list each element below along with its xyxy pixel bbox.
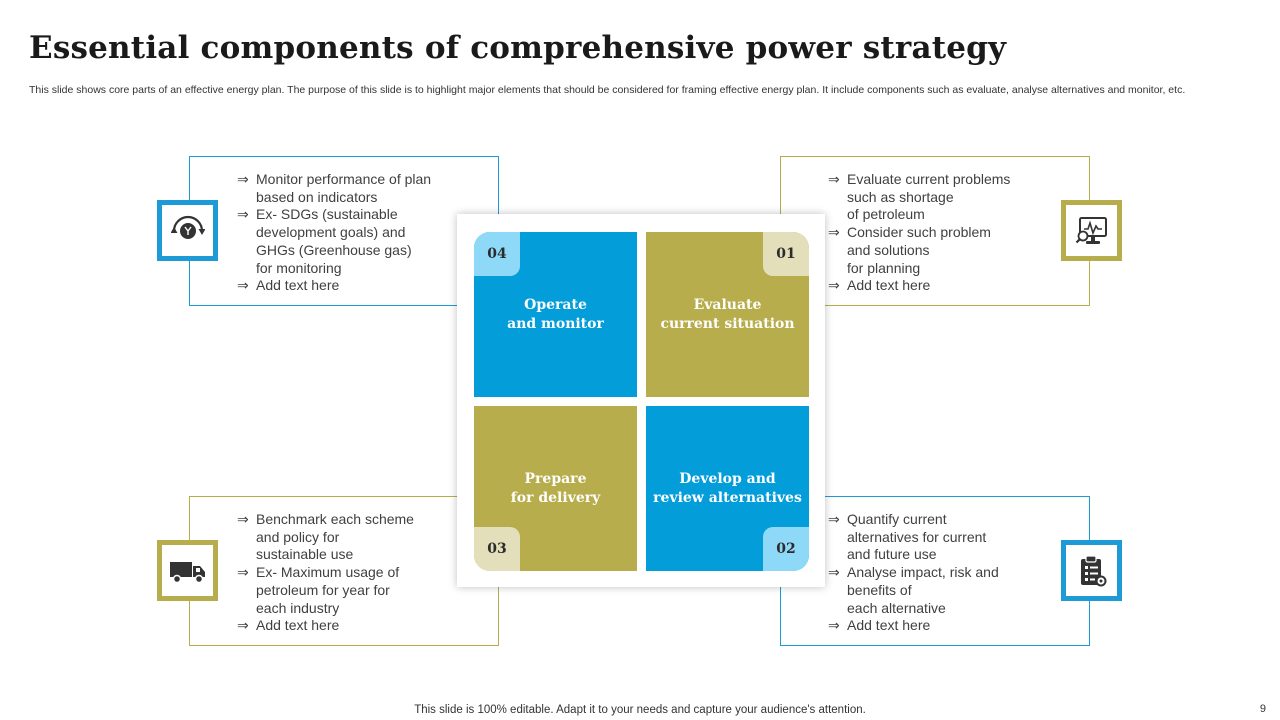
clipboard-checklist-icon — [1080, 554, 1106, 586]
icon-badge-monitor — [157, 200, 218, 261]
slide-footer: This slide is 100% editable. Adapt it to… — [414, 704, 866, 716]
bullet-item: Monitor performance of plan based on ind… — [237, 171, 467, 206]
tile-number-03: 03 — [474, 527, 520, 571]
bullet-item: Evaluate current problems such as shorta… — [828, 171, 1058, 224]
slide-subtitle: This slide shows core parts of an effect… — [29, 84, 1186, 96]
bullet-item: Analyse impact, risk and benefits of eac… — [828, 564, 1058, 617]
icon-badge-deliver — [157, 540, 218, 601]
bullet-item: Add text here — [828, 617, 1058, 635]
tile-number-04: 04 — [474, 232, 520, 276]
bullet-list: Benchmark each scheme and policy for sus… — [237, 511, 467, 635]
bullet-item: Add text here — [237, 277, 467, 295]
bullet-item: Ex- Maximum usage of petroleum for year … — [237, 564, 467, 617]
bullet-item: Consider such problem and solutions for … — [828, 224, 1058, 277]
bullet-list: Monitor performance of plan based on ind… — [237, 171, 467, 295]
delivery-truck-icon — [169, 561, 205, 583]
bullet-item: Quantify current alternatives for curren… — [828, 511, 1058, 564]
tile-number-01: 01 — [763, 232, 809, 276]
slide-title: Essential components of comprehensive po… — [29, 30, 1007, 66]
text-box-alternatives: Quantify current alternatives for curren… — [780, 496, 1090, 646]
icon-badge-evaluate — [1061, 200, 1122, 261]
monitor-cycle-icon — [170, 215, 205, 239]
text-box-deliver: Benchmark each scheme and policy for sus… — [189, 496, 499, 646]
bullet-item: Add text here — [237, 617, 467, 635]
bullet-item: Add text here — [828, 277, 1058, 295]
bullet-list: Evaluate current problems such as shorta… — [828, 171, 1058, 295]
page-number: 9 — [1259, 703, 1266, 715]
text-box-evaluate: Evaluate current problems such as shorta… — [780, 156, 1090, 306]
bullet-item: Ex- SDGs (sustainable development goals)… — [237, 206, 467, 277]
computer-analysis-icon — [1075, 216, 1107, 244]
center-card: Operate and monitor Evaluate current sit… — [457, 214, 825, 587]
tile-number-02: 02 — [763, 527, 809, 571]
icon-badge-alternatives — [1061, 540, 1122, 601]
bullet-list: Quantify current alternatives for curren… — [828, 511, 1058, 635]
text-box-monitor: Monitor performance of plan based on ind… — [189, 156, 499, 306]
bullet-item: Benchmark each scheme and policy for sus… — [237, 511, 467, 564]
